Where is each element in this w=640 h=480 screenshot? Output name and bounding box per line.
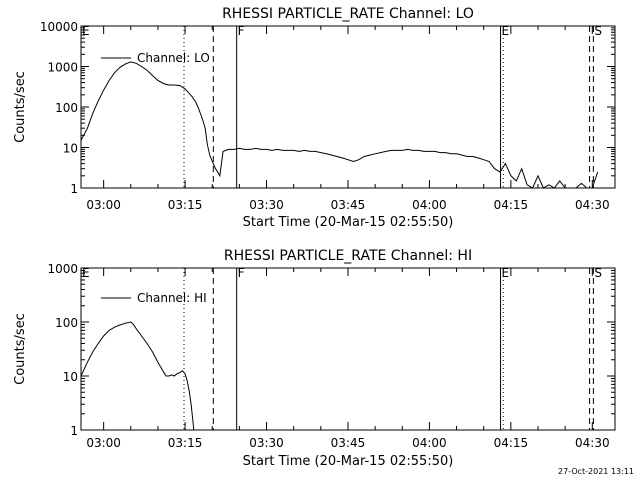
marker-label: F — [238, 24, 245, 38]
x-tick-label: 04:15 — [494, 436, 529, 450]
x-tick-label: 03:15 — [168, 436, 203, 450]
y-tick-label: 1000 — [47, 262, 78, 276]
y-tick-label: 1 — [70, 182, 78, 196]
y-axis-label: Counts/sec — [13, 71, 28, 143]
series-line-0 — [80, 321, 195, 431]
chart-panel-hi: RHESSI PARTICLE_RATE Channel: HI Start Ti… — [13, 248, 616, 469]
chart-title: RHESSI PARTICLE_RATE Channel: HI — [224, 248, 472, 264]
x-tick-label: 04:00 — [412, 198, 447, 212]
x-tick-label: 03:45 — [331, 198, 366, 212]
x-tick-label: 04:30 — [575, 436, 610, 450]
edge-label-left: E — [82, 24, 90, 38]
x-tick-label: 04:15 — [494, 198, 529, 212]
marker-label: F — [238, 266, 245, 280]
y-tick-label: 100 — [55, 316, 78, 330]
marker-label: S — [594, 24, 602, 38]
y-tick-label: 10 — [63, 142, 78, 156]
x-axis-label: Start Time (20-Mar-15 02:55:50) — [243, 454, 454, 469]
x-tick-label: 04:00 — [412, 436, 447, 450]
marker-label: E — [502, 266, 510, 280]
y-tick-label: 10 — [63, 370, 78, 384]
footer-timestamp: 27-Oct-2021 13:11 — [558, 467, 634, 476]
legend-label: Channel: HI — [137, 291, 207, 305]
x-tick-label: 04:30 — [575, 198, 610, 212]
x-tick-label: 03:15 — [168, 198, 203, 212]
marker-label: E — [502, 24, 510, 38]
y-tick-label: 1000 — [47, 61, 78, 75]
y-axis-label: Counts/sec — [13, 313, 28, 385]
x-tick-label: 03:30 — [249, 436, 284, 450]
chart-panel-lo: RHESSI PARTICLE_RATE Channel: LO Start Ti… — [13, 6, 616, 230]
x-axis-label: Start Time (20-Mar-15 02:55:50) — [243, 215, 454, 230]
x-tick-label: 03:30 — [249, 198, 284, 212]
marker-label: S — [594, 266, 602, 280]
x-tick-label: 03:45 — [331, 436, 366, 450]
x-tick-label: 03:00 — [86, 436, 121, 450]
series-line-0 — [80, 61, 599, 189]
y-tick-label: 1 — [70, 424, 78, 438]
chart-title: RHESSI PARTICLE_RATE Channel: LO — [222, 6, 474, 22]
y-tick-label: 100 — [55, 101, 78, 115]
edge-label-left: E — [82, 266, 90, 280]
x-tick-label: 03:00 — [86, 198, 121, 212]
y-tick-label: 10000 — [40, 20, 78, 34]
legend-label: Channel: LO — [137, 51, 210, 65]
